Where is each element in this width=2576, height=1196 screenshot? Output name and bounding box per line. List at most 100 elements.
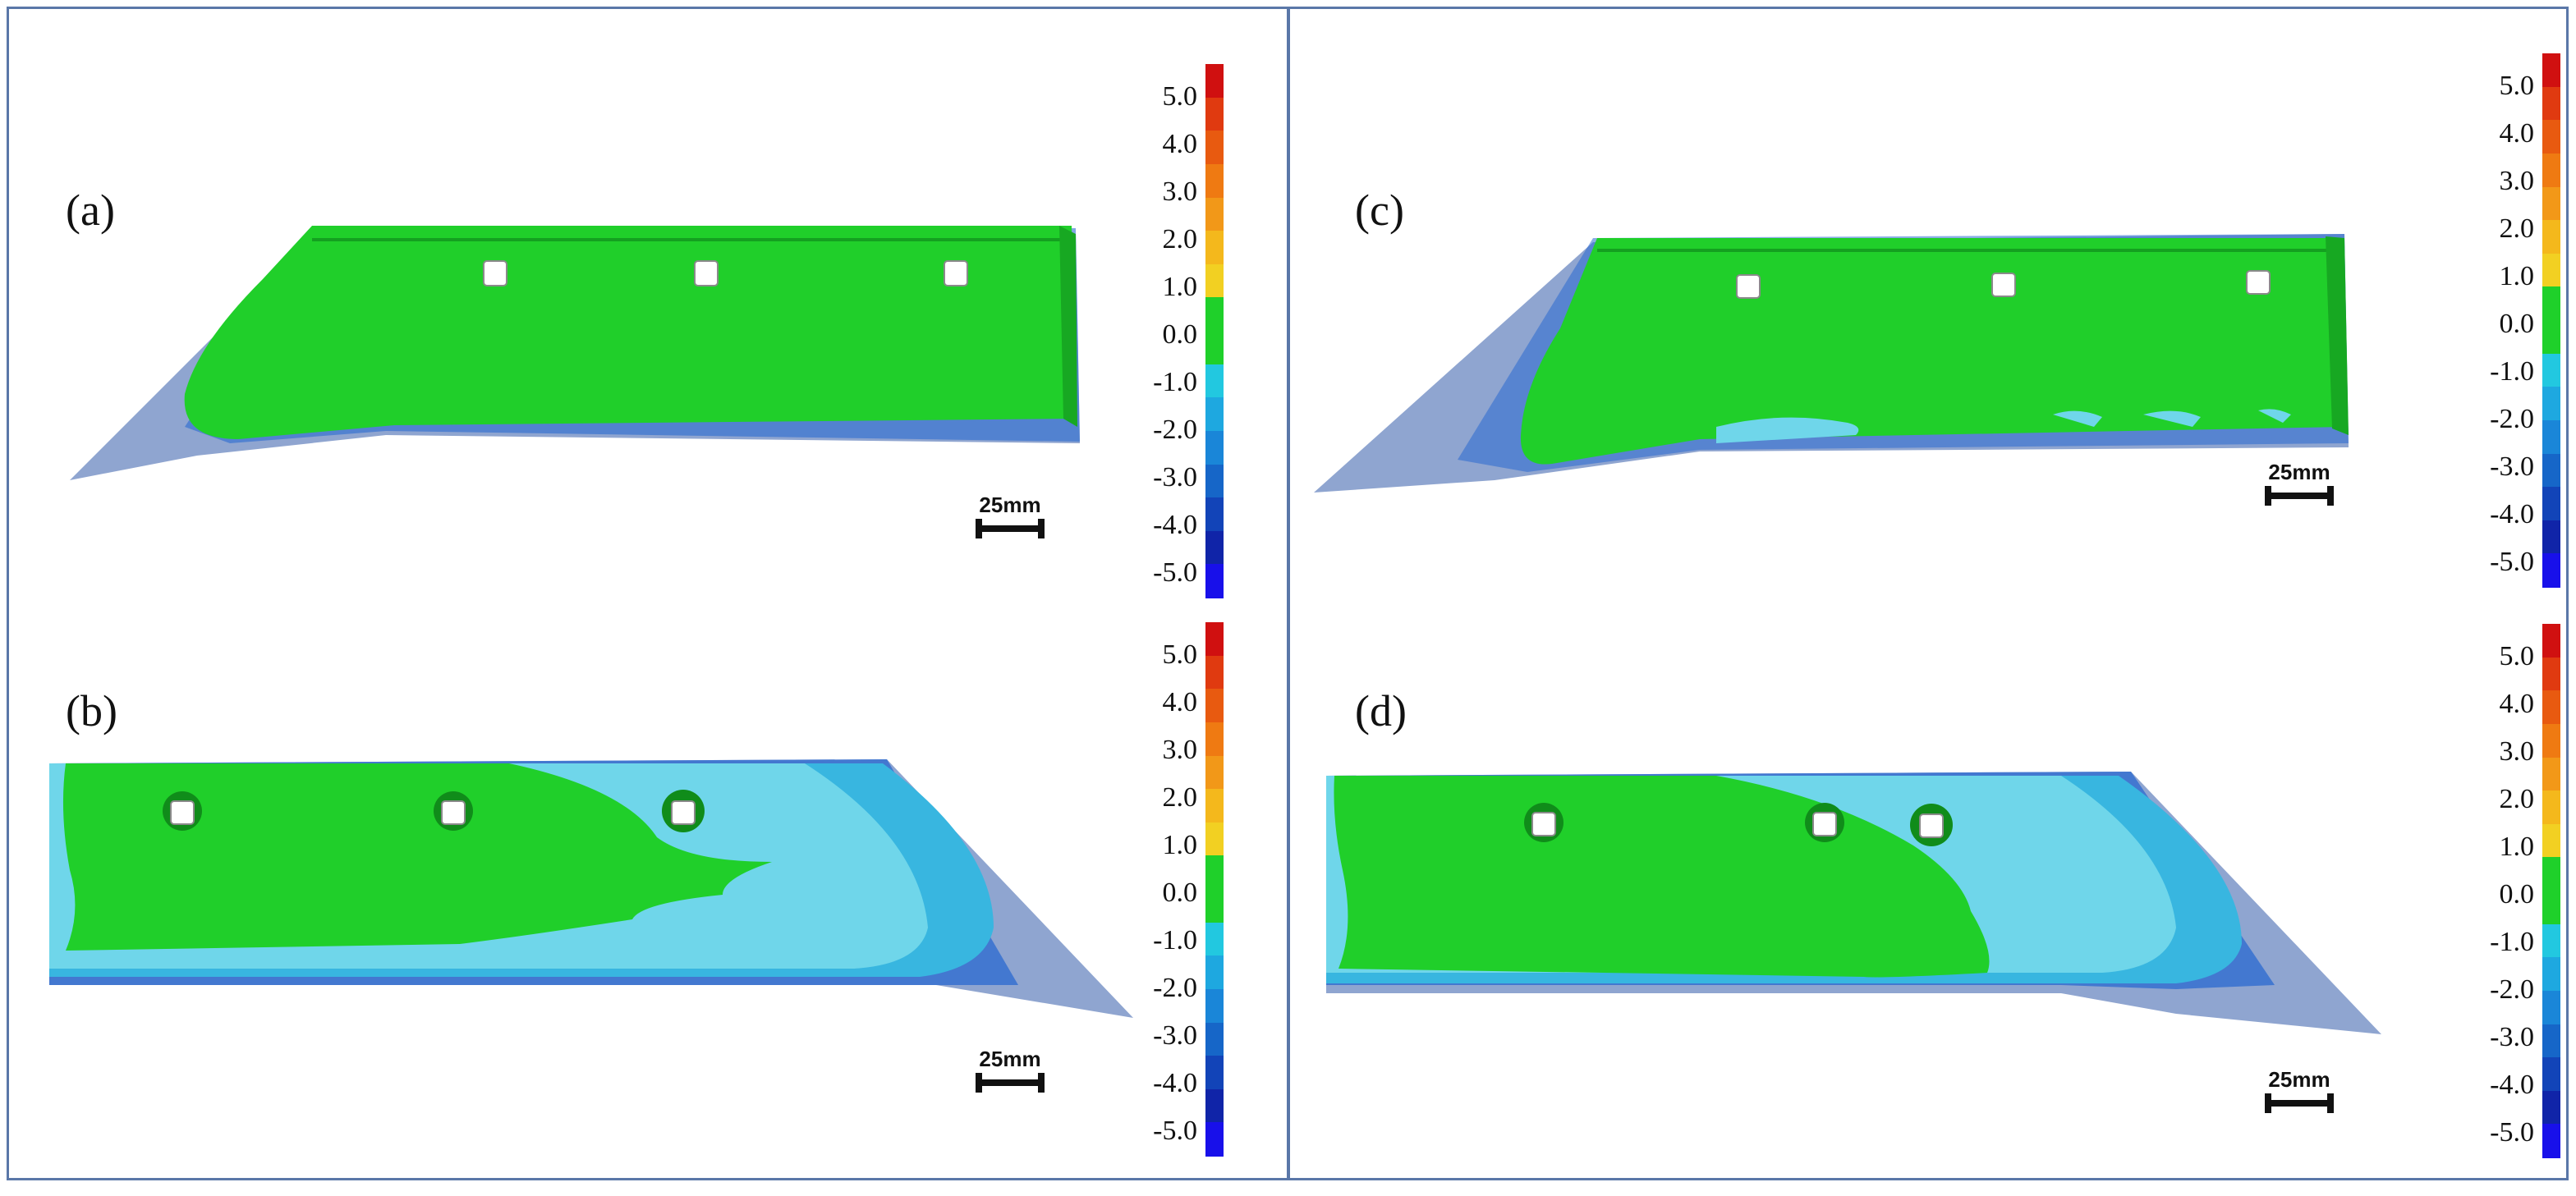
colorbar-segment bbox=[1205, 297, 1224, 332]
colorbar-segment bbox=[2542, 220, 2560, 254]
colorbar-segment bbox=[2542, 387, 2560, 421]
colorbar-segment bbox=[1205, 263, 1224, 298]
colorbar-tick-label: -1.0 bbox=[2490, 927, 2534, 957]
colorbar-segment bbox=[2542, 320, 2560, 355]
colorbar-a: 5.0 4.0 3.0 2.0 1.0 0.0 -1.0 -2.0 -3.0 -4.0 -5.0 bbox=[1109, 64, 1224, 598]
colorbar-segment bbox=[2542, 1124, 2560, 1158]
colorbar-segment bbox=[2542, 53, 2560, 88]
share-d-deviation-map bbox=[1326, 772, 2381, 1034]
colorbar-segment bbox=[1205, 789, 1224, 823]
colorbar-tick-label: -4.0 bbox=[2490, 499, 2534, 529]
colorbar-segment bbox=[1205, 855, 1224, 890]
colorbar-segment bbox=[2542, 419, 2560, 454]
bolt-hole-icon bbox=[1736, 274, 1761, 299]
colorbar-segment bbox=[1205, 622, 1224, 657]
panel-b-label: (b) bbox=[66, 686, 117, 735]
colorbar-segment bbox=[1205, 64, 1224, 99]
colorbar-tick-label: -1.0 bbox=[1153, 925, 1197, 955]
colorbar-segment bbox=[1205, 889, 1224, 923]
colorbar-segment bbox=[2542, 790, 2560, 825]
colorbar-tick-label: -5.0 bbox=[1153, 557, 1197, 588]
colorbar-strip bbox=[1205, 64, 1224, 598]
colorbar-segment bbox=[1205, 722, 1224, 756]
scale-bar-label: 25mm bbox=[2268, 460, 2330, 484]
scale-bar-label: 25mm bbox=[979, 493, 1041, 517]
colorbar-strip bbox=[1205, 622, 1224, 1157]
colorbar-segment bbox=[2542, 757, 2560, 791]
bolt-hole-icon bbox=[1812, 812, 1837, 836]
bolt-hole-icon bbox=[170, 800, 195, 825]
panel-d-label: (d) bbox=[1355, 686, 1407, 735]
colorbar-tick-label: -3.0 bbox=[2490, 451, 2534, 482]
share-c-cyan-spots bbox=[1716, 409, 2291, 443]
bolt-hole-icon bbox=[1991, 273, 2016, 297]
right-frame bbox=[1288, 7, 2569, 1180]
bolt-hole-icon bbox=[671, 800, 696, 825]
colorbar-tick-label: -5.0 bbox=[2490, 547, 2534, 577]
scale-bar-label: 25mm bbox=[2268, 1067, 2330, 1092]
colorbar-d: 5.0 4.0 3.0 2.0 1.0 0.0 -1.0 -2.0 -3.0 -4.0 -5.0 bbox=[2445, 624, 2560, 1158]
share-c-green-surface bbox=[1520, 238, 2344, 465]
colorbar-tick-label: -1.0 bbox=[2490, 356, 2534, 387]
colorbar-segment bbox=[1205, 464, 1224, 498]
colorbar-segment bbox=[1205, 655, 1224, 690]
colorbar-tick-label: 0.0 bbox=[2499, 879, 2535, 910]
colorbar-tick-label: 2.0 bbox=[1162, 224, 1198, 254]
colorbar-tick-label: 5.0 bbox=[1162, 81, 1198, 112]
colorbar-segment bbox=[1205, 331, 1224, 365]
share-a-green-surface bbox=[184, 226, 1077, 439]
share-a-deviation-map bbox=[70, 226, 1080, 480]
colorbar-tick-label: -1.0 bbox=[1153, 367, 1197, 397]
colorbar-tick-label: 3.0 bbox=[2499, 166, 2535, 196]
colorbar-segment bbox=[2542, 1057, 2560, 1092]
panel-d: (d) 25mm 5.0 4.0 3.0 2.0 1.0 0.0 -1.0 -2.0 -3.0 -… bbox=[1289, 599, 2576, 1190]
panel-c: (c) 25mm 5.0 4.0 3.0 2.0 1.0 0.0 -1.0 -2.0 -3.0 -… bbox=[1289, 0, 2576, 599]
panel-b: (b) 25mm 5.0 4.0 3.0 2.0 1.0 0.0 -1.0 -2.0 -3.0 -… bbox=[0, 599, 1289, 1190]
colorbar-segment bbox=[2542, 487, 2560, 521]
colorbar-segment bbox=[1205, 364, 1224, 398]
colorbar-tick-label: -3.0 bbox=[2490, 1022, 2534, 1052]
colorbar-segment bbox=[1205, 1122, 1224, 1157]
colorbar-b: 5.0 4.0 3.0 2.0 1.0 0.0 -1.0 -2.0 -3.0 -4.0 -5.0 bbox=[1109, 622, 1224, 1157]
colorbar-segment bbox=[1205, 1088, 1224, 1123]
colorbar-segment bbox=[2542, 253, 2560, 287]
colorbar-segment bbox=[1205, 1056, 1224, 1090]
colorbar-tick-label: 0.0 bbox=[2499, 309, 2535, 339]
scale-bar-c: 25mm bbox=[2258, 460, 2340, 509]
colorbar-tick-label: -3.0 bbox=[1153, 462, 1197, 493]
colorbar-segment bbox=[1205, 231, 1224, 265]
colorbar-segment bbox=[1205, 755, 1224, 790]
colorbar-segment bbox=[1205, 197, 1224, 231]
colorbar-tick-label: -5.0 bbox=[1153, 1116, 1197, 1146]
colorbar-segment bbox=[2542, 153, 2560, 187]
bolt-hole-icon bbox=[944, 260, 968, 286]
share-a-right-face bbox=[1059, 226, 1077, 427]
colorbar-tick-label: 2.0 bbox=[2499, 784, 2535, 814]
colorbar-tick-label: 3.0 bbox=[1162, 176, 1198, 207]
scale-bar-label: 25mm bbox=[979, 1047, 1041, 1071]
bolt-hole-icon bbox=[1919, 813, 1944, 838]
colorbar-segment bbox=[2542, 286, 2560, 321]
colorbar-tick-label: -2.0 bbox=[2490, 404, 2534, 434]
scale-bar-b: 25mm bbox=[969, 1047, 1051, 1096]
colorbar-tick-label: 1.0 bbox=[2499, 832, 2535, 862]
share-c-right-face bbox=[2326, 236, 2349, 435]
colorbar-tick-label: 0.0 bbox=[1162, 319, 1198, 350]
colorbar-tick-label: -2.0 bbox=[2490, 974, 2534, 1005]
colorbar-tick-label: 4.0 bbox=[1162, 687, 1198, 717]
colorbar-segment bbox=[1205, 822, 1224, 856]
colorbar-tick-label: 0.0 bbox=[1162, 878, 1198, 908]
colorbar-segment bbox=[1205, 689, 1224, 723]
colorbar-tick-label: 3.0 bbox=[1162, 735, 1198, 765]
colorbar-segment bbox=[1205, 955, 1224, 990]
colorbar-tick-label: 5.0 bbox=[1162, 639, 1198, 670]
colorbar-tick-label: -4.0 bbox=[2490, 1070, 2534, 1100]
colorbar-tick-label: 3.0 bbox=[2499, 736, 2535, 767]
colorbar-tick-label: 2.0 bbox=[1162, 782, 1198, 813]
bolt-hole-icon bbox=[441, 800, 466, 825]
colorbar-segment bbox=[1205, 988, 1224, 1023]
colorbar-segment bbox=[2542, 1090, 2560, 1125]
colorbar-segment bbox=[2542, 923, 2560, 958]
bolt-hole-icon bbox=[1531, 812, 1556, 836]
